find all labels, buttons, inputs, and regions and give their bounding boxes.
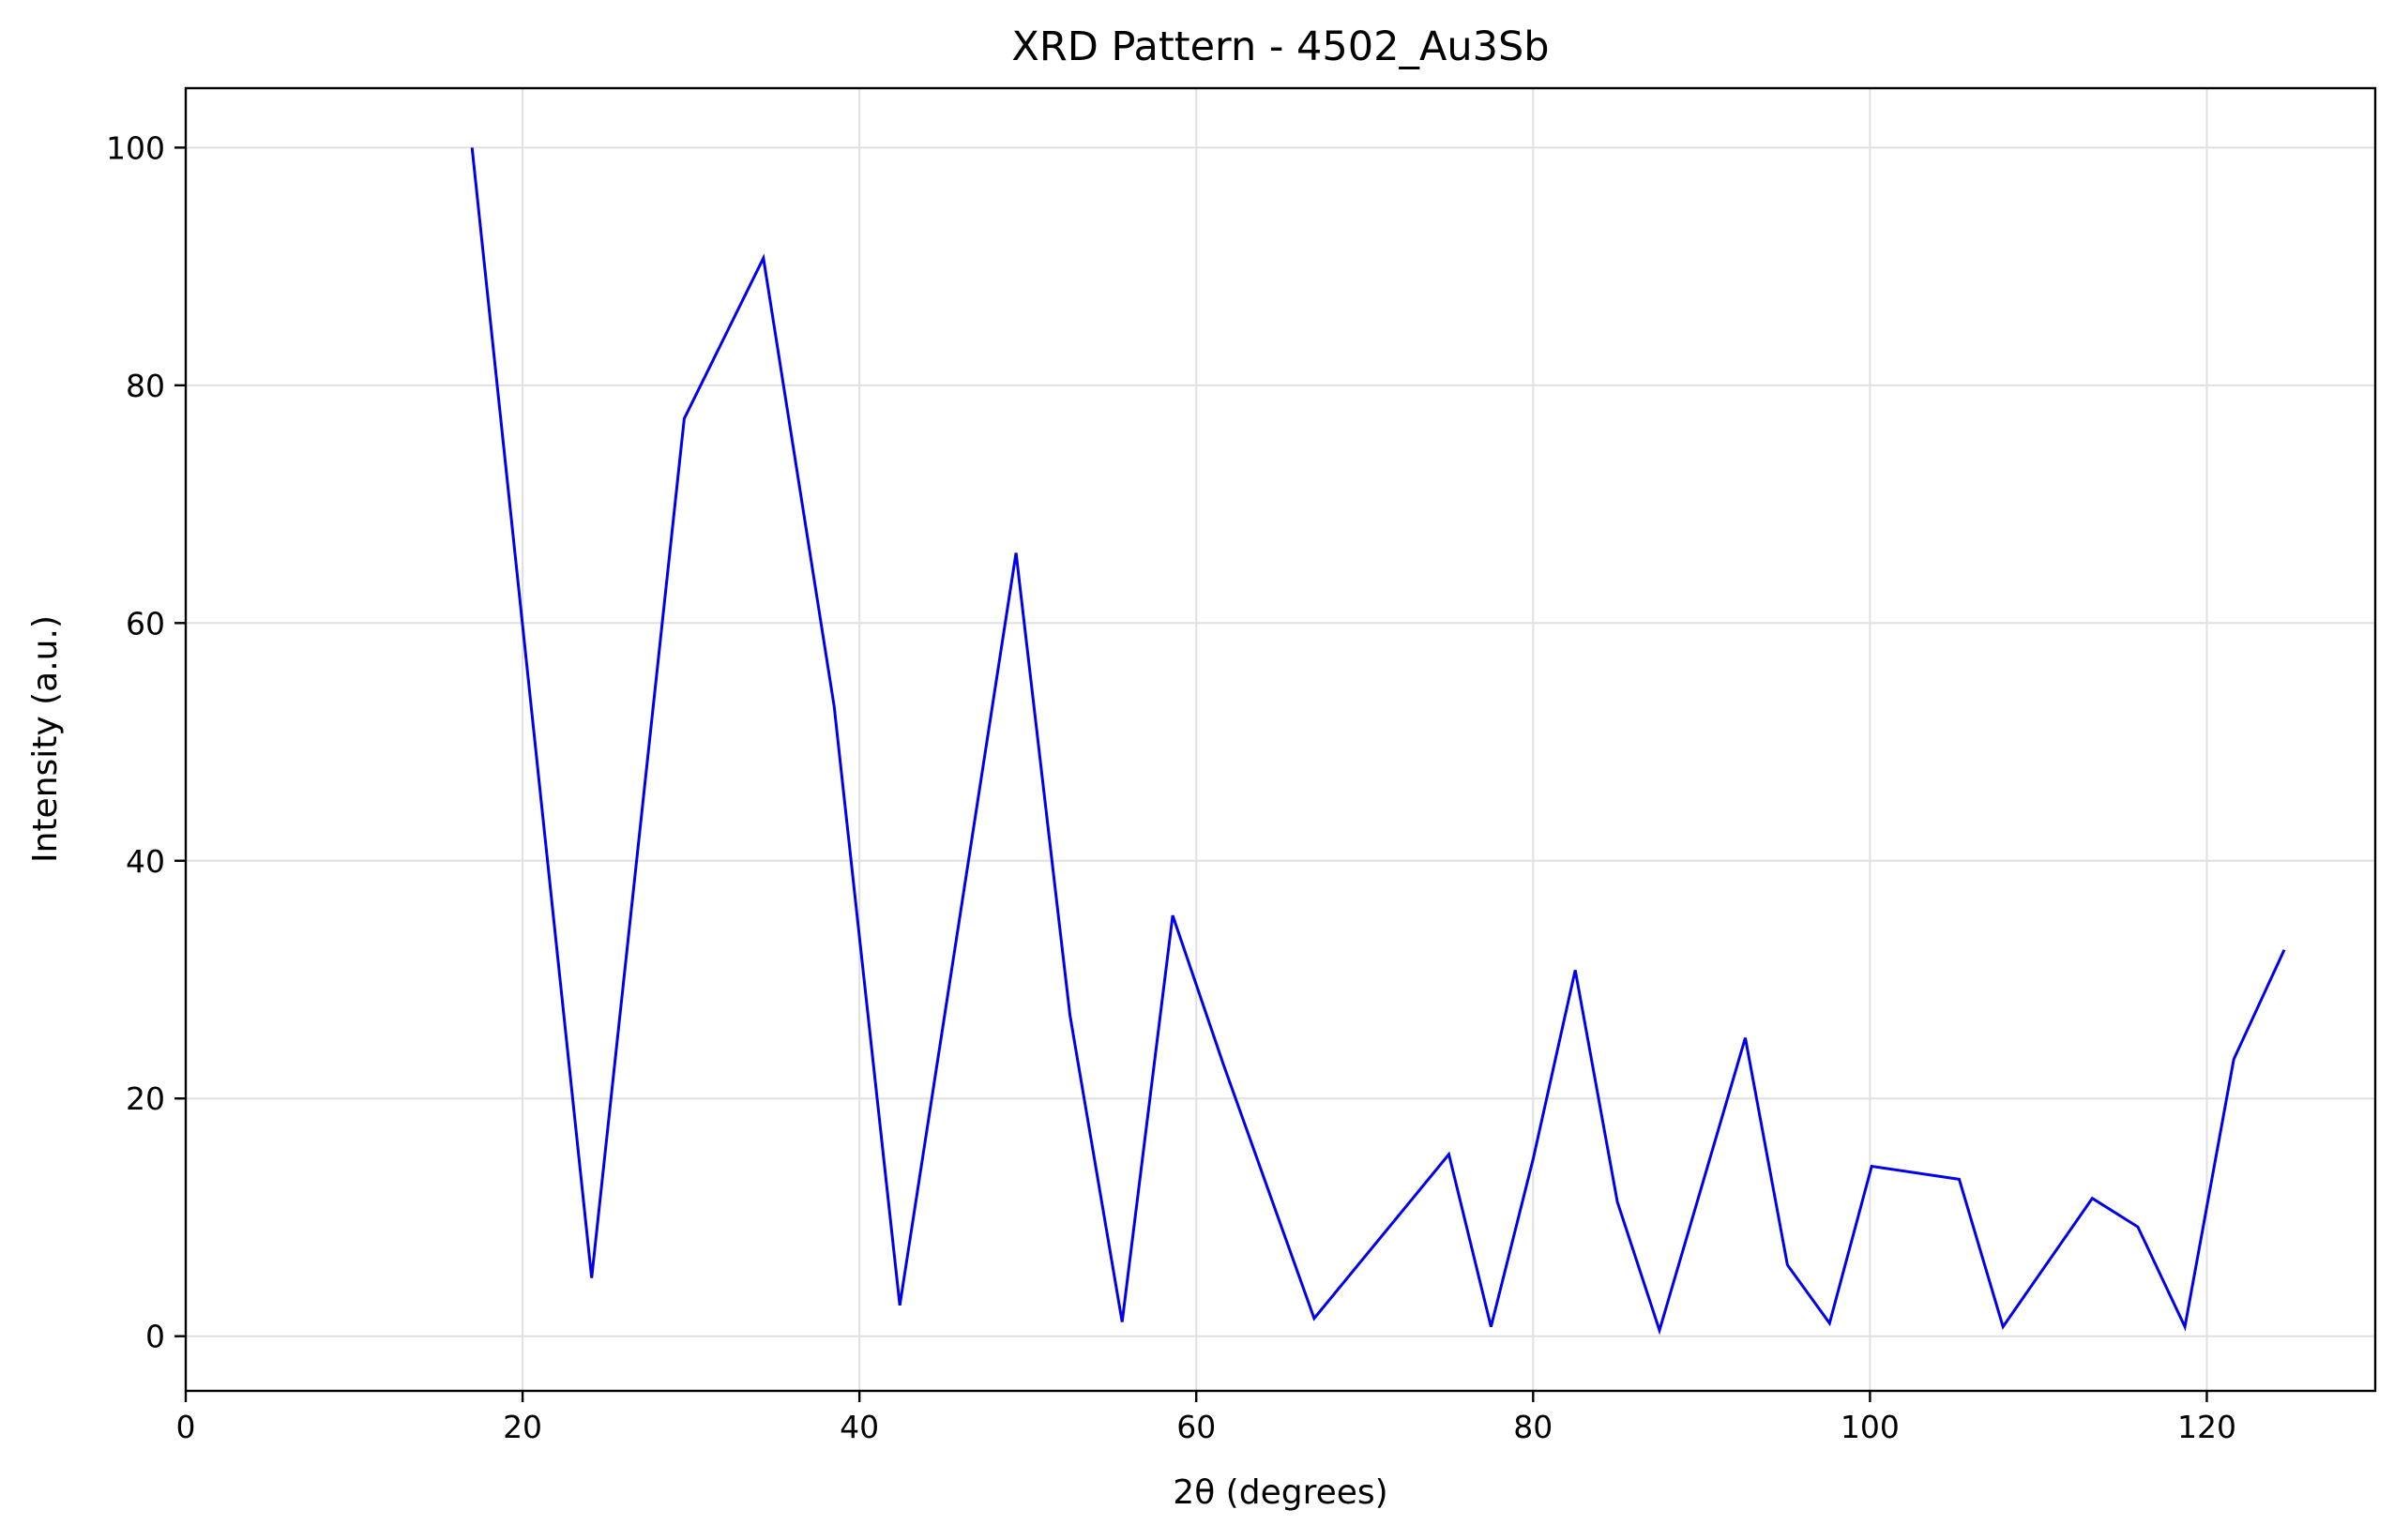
chart-title: XRD Pattern - 4502_Au3Sb [1011, 23, 1549, 70]
x-tick-label: 60 [1176, 1409, 1216, 1445]
y-tick-label: 40 [126, 843, 165, 880]
series-layer [470, 147, 2286, 1336]
grid-lines [185, 88, 2375, 1391]
intensity-line [470, 147, 2286, 1336]
x-tick-label: 120 [2177, 1409, 2236, 1445]
y-tick-label: 80 [126, 368, 165, 404]
x-tick-label: 0 [176, 1409, 196, 1445]
axis-ticks: 0 20 40 60 80 100 120 0 20 40 60 80 100 [106, 129, 2236, 1445]
x-tick-label: 20 [503, 1409, 542, 1445]
x-tick-label: 100 [1841, 1409, 1900, 1445]
x-tick-label: 80 [1513, 1409, 1553, 1445]
x-tick-label: 40 [840, 1409, 879, 1445]
y-tick-label: 20 [126, 1080, 165, 1117]
y-tick-label: 60 [126, 605, 165, 642]
x-axis-label: 2θ (degrees) [1173, 1473, 1387, 1512]
y-tick-label: 100 [106, 129, 165, 166]
y-axis-label: Intensity (a.u.) [26, 615, 65, 863]
plot-frame [184, 86, 2377, 1393]
y-tick-label: 0 [145, 1319, 165, 1355]
